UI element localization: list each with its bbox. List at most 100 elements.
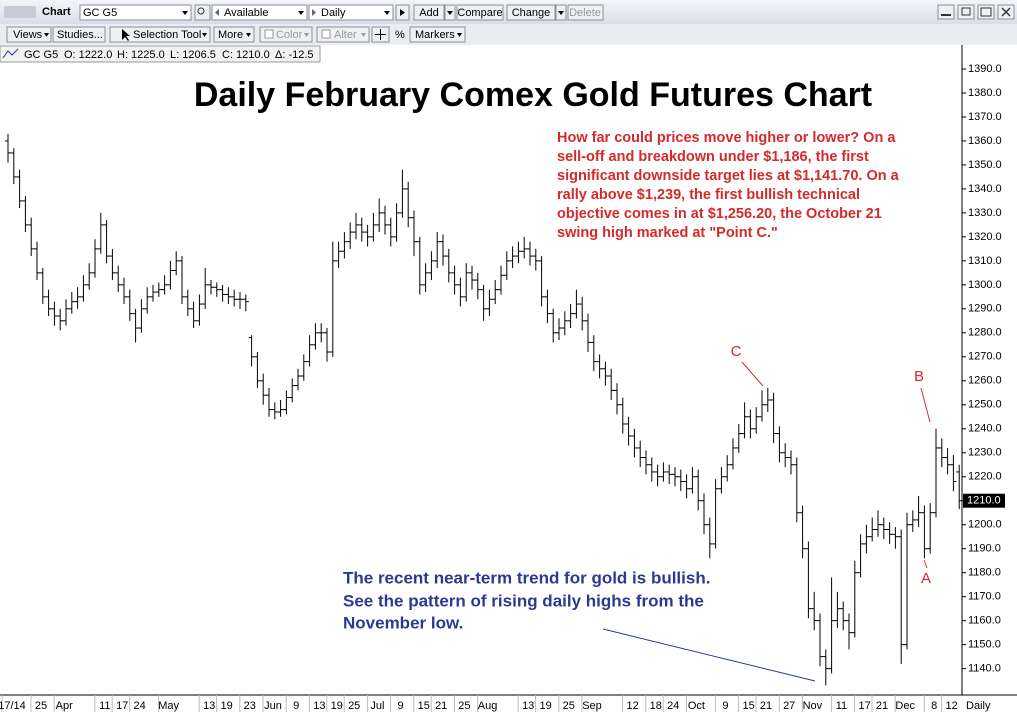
- source-field[interactable]: [211, 4, 308, 21]
- x-tick-label: 25: [348, 700, 360, 712]
- y-tick-label: 1370.0: [968, 111, 1002, 123]
- app-name: Chart: [42, 6, 71, 18]
- note-line: November low.: [343, 613, 463, 632]
- button-label: Add: [419, 7, 439, 19]
- button-label: Markers: [415, 29, 455, 41]
- y-tick-label: 1300.0: [968, 279, 1002, 291]
- x-tick-label: Sep: [582, 700, 602, 712]
- percent-button[interactable]: %: [395, 29, 405, 41]
- dropdown-arrow: [246, 33, 251, 37]
- next-arrow: [312, 9, 316, 16]
- dropdown-arrow: [558, 11, 564, 15]
- y-tick-label: 1330.0: [968, 207, 1002, 219]
- views-button[interactable]: [6, 26, 52, 43]
- x-tick-label: 21: [760, 700, 772, 712]
- x-tick-label: 15: [418, 700, 430, 712]
- x-tick-label: Oct: [688, 700, 705, 712]
- icon: [1001, 7, 1011, 17]
- x-tick-label: 9: [293, 700, 299, 712]
- compare-button[interactable]: [456, 4, 504, 21]
- y-tick-label: 1390.0: [968, 63, 1002, 75]
- y-tick-label: 1160.0: [968, 615, 1001, 627]
- note-line: sell-off and breakdown under $1,186, the…: [557, 149, 869, 165]
- dropdown-arrow: [298, 11, 304, 15]
- note-line: rally above $1,239, the first bullish te…: [557, 187, 860, 203]
- delete-button[interactable]: [567, 4, 604, 21]
- y-tick-label: 1360.0: [968, 135, 1002, 147]
- legend-change: Δ: -12.5: [275, 49, 314, 61]
- cursor-icon: [122, 29, 130, 41]
- point-pointer: [920, 387, 931, 423]
- search-button[interactable]: [194, 4, 211, 21]
- x-tick-label: 25: [35, 700, 47, 712]
- prev-arrow: [215, 9, 219, 16]
- studies-button[interactable]: [52, 26, 106, 43]
- window-restore[interactable]: [957, 4, 975, 20]
- window-maximize[interactable]: [977, 4, 995, 20]
- legend-strip: [0, 45, 321, 63]
- y-tick-label: 1280.0: [968, 327, 1002, 339]
- chart-area: [0, 45, 1017, 715]
- search-icon: [197, 7, 205, 15]
- x-tick-label: 21: [876, 700, 888, 712]
- x-tick-label: Dec: [895, 700, 915, 712]
- y-tick-label: 1350.0: [968, 159, 1002, 171]
- legend-close: C: 1210.0: [222, 49, 270, 61]
- note-line: objective comes in at $1,256.20, the Oct…: [557, 206, 882, 222]
- x-tick-label: 13: [203, 700, 215, 712]
- selection-tool-button[interactable]: [109, 26, 211, 43]
- window-minimize[interactable]: [937, 4, 955, 20]
- legend-high: H: 1225.0: [117, 49, 165, 61]
- point-pointer: [923, 559, 928, 569]
- dropdown-arrow: [182, 11, 188, 15]
- y-tick-label: 1170.0: [968, 591, 1001, 603]
- x-tick-label: 17: [116, 700, 128, 712]
- x-tick-label: 17: [858, 700, 870, 712]
- note-line: See the pattern of rising daily highs fr…: [343, 591, 704, 610]
- x-tick-label: 23: [244, 700, 256, 712]
- alter-swatch: [321, 29, 331, 39]
- button-label: Selection Tool: [133, 29, 201, 41]
- color-swatch: [264, 29, 274, 39]
- legend-open: O: 1222.0: [64, 49, 112, 61]
- x-tick-label: 15: [742, 700, 754, 712]
- add-button[interactable]: [413, 4, 445, 21]
- symbol-field[interactable]: [79, 4, 192, 21]
- y-tick-label: 1200.0: [968, 519, 1002, 531]
- x-tick-label: 8: [931, 700, 937, 712]
- y-tick-label: 1260.0: [968, 375, 1002, 387]
- markers-button[interactable]: [409, 26, 466, 43]
- x-period-label: Daily: [966, 700, 991, 712]
- x-tick-label: Jul: [370, 700, 384, 712]
- y-tick-label: 1340.0: [968, 183, 1002, 195]
- x-tick-label: 11: [836, 700, 847, 712]
- x-tick-label: 9: [398, 700, 404, 712]
- x-tick-label: 27: [783, 700, 795, 712]
- legend-low: L: 1206.5: [170, 49, 216, 61]
- more-button[interactable]: [213, 26, 255, 43]
- x-tick-label: May: [158, 700, 179, 712]
- note-line: How far could prices move higher or lowe…: [557, 130, 896, 146]
- y-tick-label: 1240.0: [968, 423, 1002, 435]
- x-tick-label: 17/14: [0, 700, 26, 712]
- play-icon: [400, 9, 405, 16]
- button-label: Studies...: [57, 29, 103, 41]
- x-tick-label: Aug: [478, 700, 498, 712]
- point-label: A: [921, 570, 931, 587]
- dropdown-arrow: [457, 33, 462, 37]
- button-label: Delete: [569, 7, 601, 19]
- x-tick-label: Jun: [264, 700, 282, 712]
- change-button[interactable]: [506, 4, 556, 21]
- note-line: significant downside target lies at $1,1…: [557, 168, 900, 184]
- chart-title: Daily February Comex Gold Futures Chart: [194, 76, 872, 114]
- period-field[interactable]: [308, 4, 394, 21]
- point-label: B: [914, 368, 924, 385]
- y-tick-label: 1310.0: [968, 255, 1002, 267]
- x-tick-label: 24: [133, 700, 145, 712]
- dropdown-arrow: [44, 33, 49, 37]
- x-tick-label: 12: [626, 700, 638, 712]
- dropdown-arrow: [447, 11, 453, 15]
- y-tick-label: 1180.0: [968, 567, 1001, 579]
- point-pointer: [741, 361, 764, 387]
- app-icon: [4, 6, 36, 18]
